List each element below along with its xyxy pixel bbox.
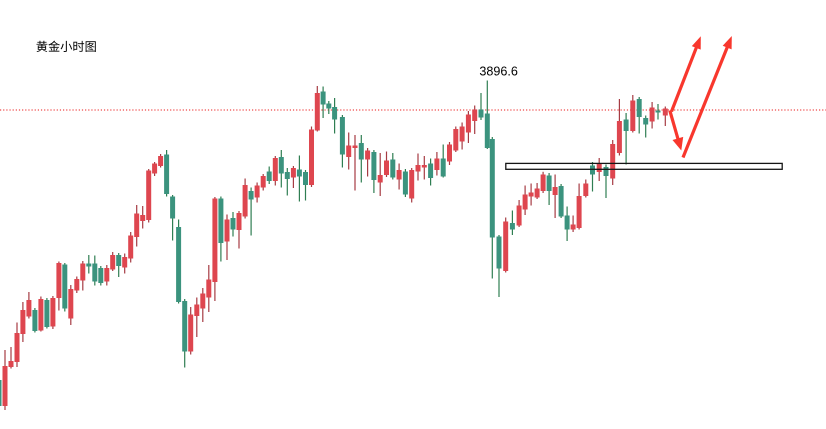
svg-text:3896.6: 3896.6 [479,65,518,79]
